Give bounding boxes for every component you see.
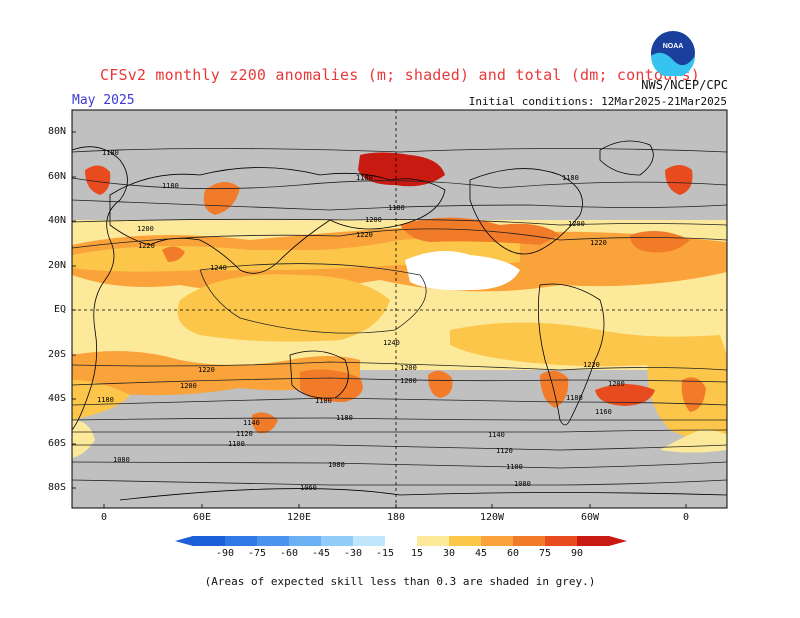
noaa-logo: NOAA: [651, 31, 695, 76]
color-bar-segment: [385, 536, 417, 546]
contour-label: 1140: [488, 431, 505, 439]
initial-conditions: Initial conditions: 12Mar2025-21Mar2025: [468, 95, 727, 108]
color-bar-left-arrow: [175, 536, 193, 546]
lat-label: 40N: [48, 215, 67, 226]
color-bar-segment: [321, 536, 353, 546]
chart-title: CFSv2 monthly z200 anomalies (m; shaded)…: [100, 66, 700, 84]
contour-label: 1200: [568, 220, 585, 228]
color-bar-segment: [257, 536, 289, 546]
lon-label: 0: [100, 512, 108, 523]
lon-label: 120W: [479, 512, 505, 523]
color-bar-segment: [353, 536, 385, 546]
lon-label: 120E: [286, 512, 312, 523]
contour-label: 1120: [236, 430, 253, 438]
contour-label: 1140: [243, 419, 260, 427]
logo-text: NOAA: [663, 43, 684, 50]
color-bar: [175, 536, 627, 546]
lat-label: EQ: [54, 304, 67, 315]
contour-label: 1200: [400, 364, 417, 372]
contour-label: 1180: [162, 182, 179, 190]
color-bar-segment: [193, 536, 225, 546]
color-bar-label: 30: [442, 548, 456, 559]
forecast-month: May 2025: [72, 93, 135, 108]
contour-label: 1220: [583, 361, 600, 369]
lat-label: 80N: [48, 126, 67, 137]
lon-label: 60E: [192, 512, 212, 523]
contour-label: 1200: [365, 216, 382, 224]
contour-label: 1060: [300, 484, 317, 492]
color-bar-segment: [417, 536, 449, 546]
contour-label: 1100: [506, 463, 523, 471]
contour-label: 1180: [97, 396, 114, 404]
color-bar-label: -15: [375, 548, 395, 559]
lat-label: 60S: [48, 438, 67, 449]
contour-label: 1180: [388, 204, 405, 212]
contour-label: 1180: [356, 174, 373, 182]
contour-label: 1180: [566, 394, 583, 402]
lon-label: 0: [682, 512, 690, 523]
contour-label: 1180: [315, 397, 332, 405]
color-bar-segment: [289, 536, 321, 546]
contour-label: 1080: [328, 461, 345, 469]
color-bar-segment: [513, 536, 545, 546]
color-bar-label: -45: [311, 548, 331, 559]
skill-footnote: (Areas of expected skill less than 0.3 a…: [204, 575, 596, 588]
contour-label: 1220: [590, 239, 607, 247]
color-bar-segment: [545, 536, 577, 546]
color-bar-segment: [481, 536, 513, 546]
agency-label: NWS/NCEP/CPC: [641, 78, 728, 92]
color-bar-label: -75: [247, 548, 267, 559]
lon-label: 60W: [580, 512, 600, 523]
color-bar-segment: [449, 536, 481, 546]
color-bar-segment: [225, 536, 257, 546]
lon-label: 180: [386, 512, 406, 523]
color-bar-label: 90: [570, 548, 584, 559]
color-bar-label: 60: [506, 548, 520, 559]
contour-label: 1200: [180, 382, 197, 390]
color-bar-label: 75: [538, 548, 552, 559]
color-bar-right-arrow: [609, 536, 627, 546]
contour-label: 1220: [356, 231, 373, 239]
contour-label: 1220: [138, 242, 155, 250]
color-bar-label: 15: [410, 548, 424, 559]
contour-label: 1180: [336, 414, 353, 422]
lat-label: 60N: [48, 171, 67, 182]
color-bar-label: -30: [343, 548, 363, 559]
contour-label: 1180: [562, 174, 579, 182]
contour-label: 1200: [608, 380, 625, 388]
color-bar-label: 45: [474, 548, 488, 559]
lat-label: 20N: [48, 260, 67, 271]
lat-label: 80S: [48, 482, 67, 493]
contour-label: 1220: [198, 366, 215, 374]
contour-label: 1160: [595, 408, 612, 416]
contour-label: 1200: [137, 225, 154, 233]
contour-label: 1180: [102, 149, 119, 157]
color-bar-segment: [577, 536, 609, 546]
contour-label: 1100: [228, 440, 245, 448]
contour-label: 1120: [496, 447, 513, 455]
contour-label: 1200: [400, 377, 417, 385]
contour-label: 1080: [514, 480, 531, 488]
contour-label: 1240: [383, 339, 400, 347]
color-bar-label: -90: [215, 548, 235, 559]
lat-label: 20S: [48, 349, 67, 360]
lat-label: 40S: [48, 393, 67, 404]
contour-label: 1080: [113, 456, 130, 464]
color-bar-label: -60: [279, 548, 299, 559]
contour-label: 1240: [210, 264, 227, 272]
